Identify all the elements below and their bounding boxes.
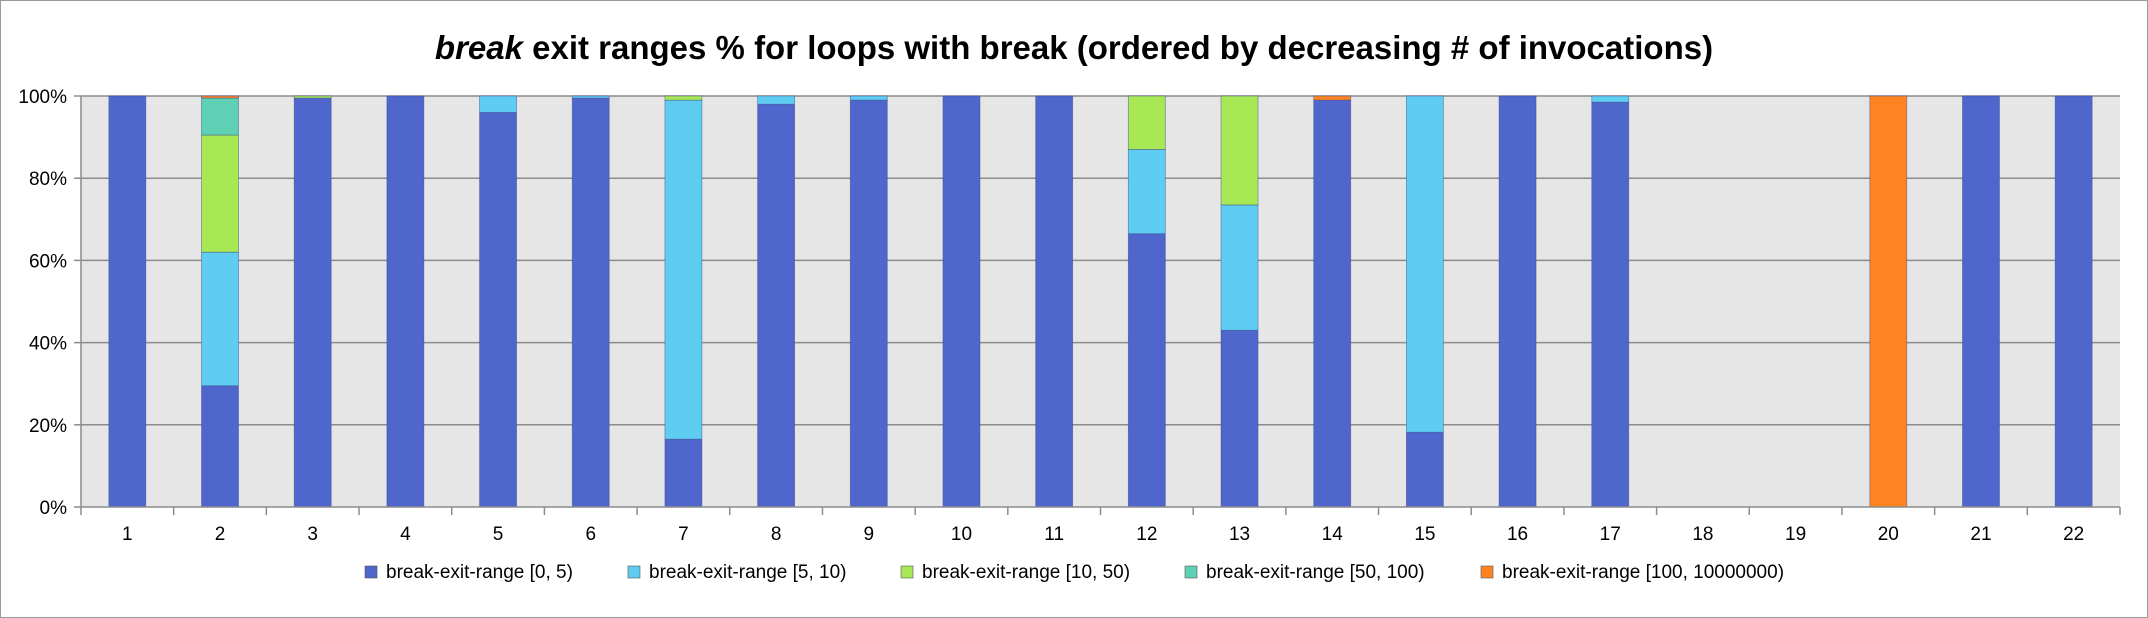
x-tick-label: 11 xyxy=(1044,524,1064,545)
x-tick-label: 6 xyxy=(585,524,596,545)
legend: break-exit-range [0, 5) break-exit-range … xyxy=(364,562,1784,583)
legend-label: break-exit-range [0, 5) xyxy=(386,562,573,583)
x-tick-label: 22 xyxy=(2063,524,2084,545)
bar-segment xyxy=(664,95,703,101)
bar-segment xyxy=(1869,95,1908,508)
legend-swatch xyxy=(1480,565,1494,579)
bar-segment xyxy=(1498,95,1537,508)
bar-segment xyxy=(1591,95,1630,103)
bar-segment xyxy=(1220,95,1259,206)
bar-segment xyxy=(1313,99,1352,508)
y-tick-label: 80% xyxy=(29,169,67,190)
legend-label: break-exit-range [5, 10) xyxy=(649,562,847,583)
x-tick-label: 15 xyxy=(1414,524,1435,545)
x-tick-label: 21 xyxy=(1970,524,1991,545)
bar-segment xyxy=(1220,204,1259,331)
bar-segment xyxy=(108,95,147,508)
bar-segment xyxy=(201,251,239,387)
legend-swatch xyxy=(900,565,914,579)
bar-segment xyxy=(1220,329,1259,508)
x-tick-label: 3 xyxy=(307,524,318,545)
bar-segment xyxy=(571,97,610,508)
bar-segment xyxy=(571,95,610,99)
legend-label: break-exit-range [10, 50) xyxy=(922,562,1130,583)
x-tick-label: 8 xyxy=(771,524,782,545)
x-tick-label: 13 xyxy=(1229,524,1250,545)
axes: 0%20%40%60%80%100%1 2 3 4 5 6 7 8 9 10 11 12 13 14 15 1… xyxy=(18,87,2121,545)
bars xyxy=(108,95,2093,508)
bar-segment xyxy=(1405,431,1444,508)
y-tick-label: 60% xyxy=(29,251,67,272)
legend-swatch xyxy=(627,565,641,579)
bar-segment xyxy=(201,95,239,99)
bar-segment xyxy=(201,97,239,136)
x-tick-label: 18 xyxy=(1692,524,1713,545)
x-tick-label: 16 xyxy=(1507,524,1528,545)
y-tick-label: 0% xyxy=(40,498,68,519)
legend-label: break-exit-range [100, 10000000) xyxy=(1502,562,1784,583)
bar-segment xyxy=(1127,149,1166,235)
bar-segment xyxy=(1962,95,2000,508)
y-tick-label: 100% xyxy=(18,87,67,108)
bar-segment xyxy=(757,95,796,105)
legend-label: break-exit-range [50, 100) xyxy=(1206,562,1425,583)
bar-segment xyxy=(664,99,703,440)
x-tick-label: 20 xyxy=(1878,524,1899,545)
x-tick-label: 17 xyxy=(1600,524,1621,545)
bar-segment xyxy=(1127,233,1166,508)
y-tick-label: 40% xyxy=(29,334,67,355)
x-tick-label: 2 xyxy=(215,524,226,545)
bar-segment xyxy=(757,103,796,508)
bar-segment xyxy=(479,95,517,113)
bar-segment xyxy=(386,95,425,508)
legend-swatch xyxy=(364,565,378,579)
bar-segment xyxy=(293,95,332,99)
y-tick-label: 20% xyxy=(29,416,67,437)
x-tick-label: 5 xyxy=(493,524,504,545)
bar-segment xyxy=(1127,95,1166,150)
bar-segment xyxy=(1035,95,1074,508)
x-tick-label: 19 xyxy=(1785,524,1806,545)
bar-segment xyxy=(1313,95,1352,101)
bar-segment xyxy=(1591,101,1630,508)
x-tick-label: 7 xyxy=(678,524,689,545)
chart-title-emphasis: break xyxy=(435,29,525,66)
bar-segment xyxy=(201,385,239,508)
legend-swatch xyxy=(1184,565,1198,579)
bar-segment xyxy=(849,95,888,101)
x-tick-label: 9 xyxy=(864,524,875,545)
chart-title: break exit ranges % for loops with break… xyxy=(435,29,1713,66)
x-tick-label: 14 xyxy=(1322,524,1344,545)
bar-segment xyxy=(479,112,517,508)
bar-segment xyxy=(942,95,981,508)
bar-segment xyxy=(2054,95,2093,508)
x-tick-label: 4 xyxy=(400,524,411,545)
bar-segment xyxy=(1405,95,1444,433)
x-tick-label: 10 xyxy=(951,524,972,545)
bar-segment xyxy=(849,99,888,508)
bar-segment xyxy=(293,97,332,508)
bar-segment xyxy=(201,134,239,253)
x-tick-label: 1 xyxy=(122,524,133,545)
x-tick-label: 12 xyxy=(1136,524,1157,545)
bar-segment xyxy=(664,438,703,508)
chart-title-rest: exit ranges % for loops with break (orde… xyxy=(523,29,1713,66)
